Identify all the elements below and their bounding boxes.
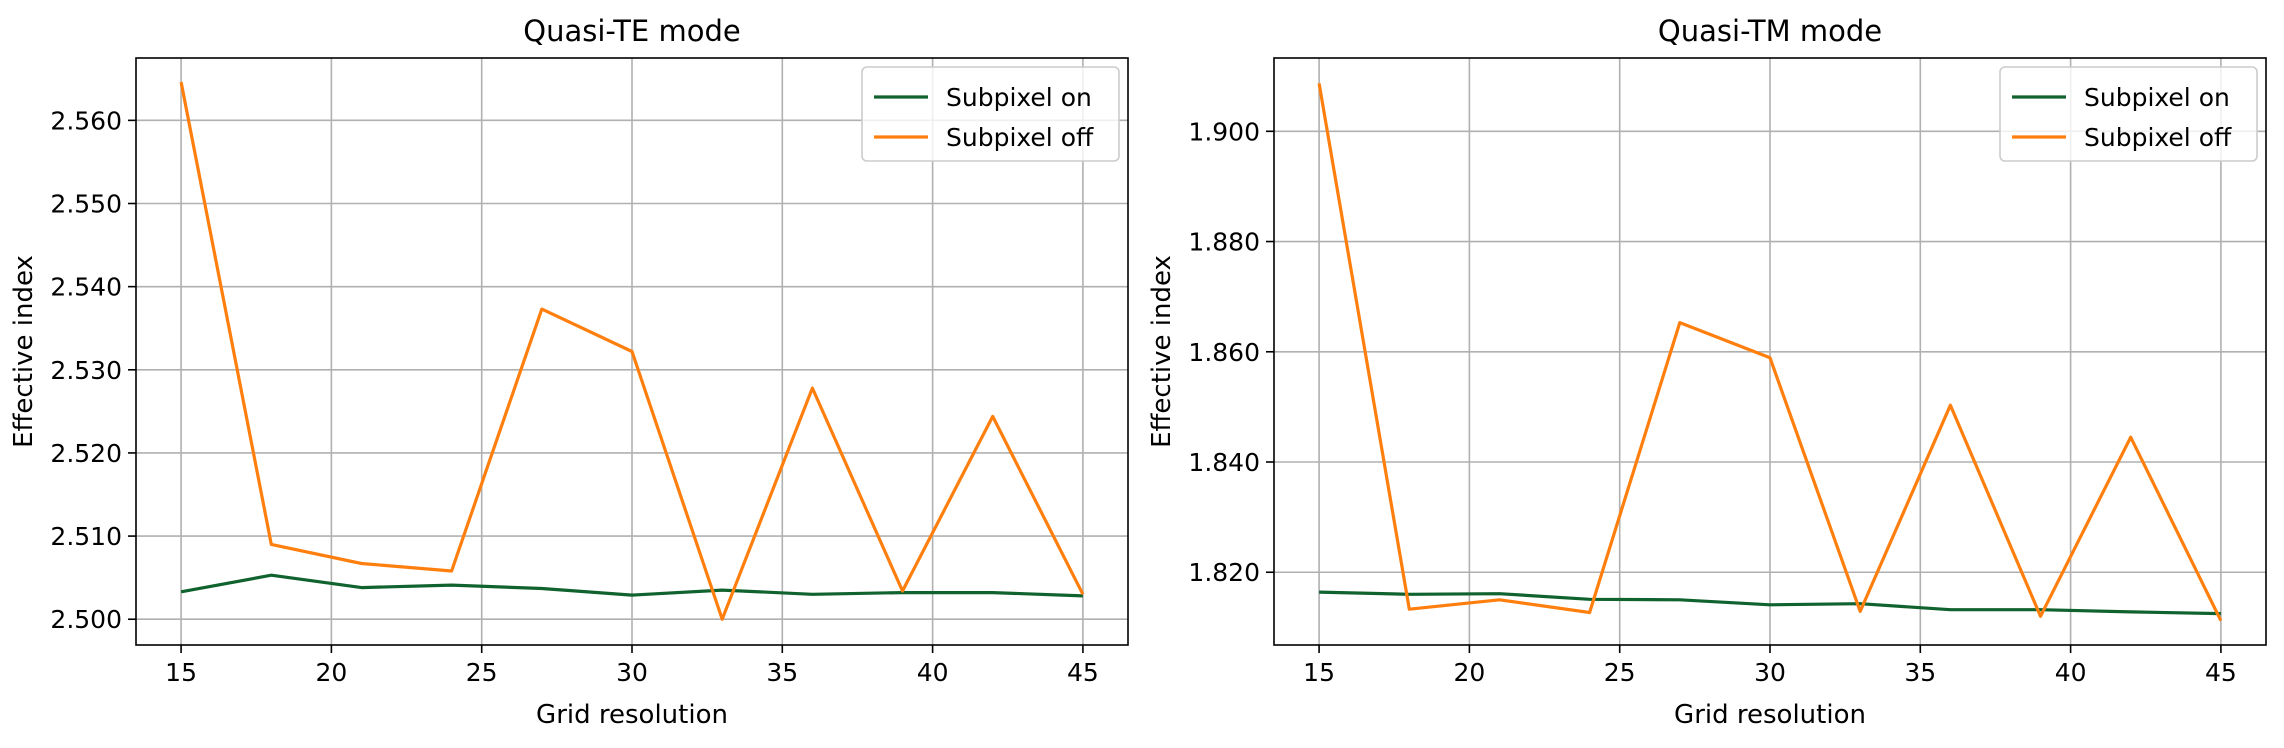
legend-label-2: Subpixel off bbox=[946, 123, 1094, 152]
y-tick-label: 2.550 bbox=[50, 190, 122, 219]
y-tick-label: 2.510 bbox=[50, 522, 122, 551]
x-tick-label: 40 bbox=[917, 658, 949, 687]
y-tick-label: 1.900 bbox=[1188, 117, 1260, 146]
x-tick-label: 30 bbox=[616, 658, 648, 687]
series-line-2 bbox=[1317, 83, 2223, 622]
x-tick-label: 25 bbox=[1604, 658, 1636, 687]
x-tick-label: 20 bbox=[315, 658, 347, 687]
y-tick-label: 2.530 bbox=[50, 356, 122, 385]
series-line-2 bbox=[179, 81, 1085, 621]
chart-title: Quasi-TE mode bbox=[523, 14, 740, 48]
x-tick-label: 15 bbox=[1303, 658, 1335, 687]
x-tick-label: 30 bbox=[1754, 658, 1786, 687]
chart-panel-2: 15 20 25 30 35 40 45 1.820 1.840 1.860 1.880 1.900 Q… bbox=[1147, 14, 2267, 730]
plot-frame bbox=[135, 57, 1129, 646]
series-line-1 bbox=[1319, 590, 2221, 616]
legend: Subpixel on Subpixel off bbox=[1999, 66, 2258, 162]
chart-panel-1: 15 20 25 30 35 40 45 2.500 2.510 2.520 2.530 2.540 2… bbox=[9, 14, 1129, 730]
x-tick-label: 15 bbox=[165, 658, 197, 687]
legend-label-2: Subpixel off bbox=[2084, 123, 2232, 152]
ticks: 15 20 25 30 35 40 45 1.820 1.840 1.860 1.880 1.900 bbox=[1188, 117, 2236, 687]
y-tick-label: 1.840 bbox=[1188, 448, 1260, 477]
y-tick-label: 1.860 bbox=[1188, 338, 1260, 367]
x-tick-label: 35 bbox=[1904, 658, 1936, 687]
chart-title: Quasi-TM mode bbox=[1658, 14, 1882, 48]
x-tick-label: 20 bbox=[1453, 658, 1485, 687]
y-tick-label: 2.500 bbox=[50, 605, 122, 634]
y-tick-label: 1.820 bbox=[1188, 558, 1260, 587]
x-tick-label: 40 bbox=[2055, 658, 2087, 687]
legend-label-1: Subpixel on bbox=[2084, 83, 2230, 112]
y-tick-label: 2.560 bbox=[50, 106, 122, 135]
series-line-1 bbox=[180, 573, 1083, 598]
legend-label-1: Subpixel on bbox=[946, 83, 1092, 112]
y-tick-label: 2.520 bbox=[50, 439, 122, 468]
x-tick-label: 45 bbox=[2205, 658, 2237, 687]
legend: Subpixel on Subpixel off bbox=[861, 66, 1120, 162]
ticks: 15 20 25 30 35 40 45 2.500 2.510 2.520 2.530 2.540 2… bbox=[50, 106, 1098, 687]
y-tick-label: 1.880 bbox=[1188, 228, 1260, 257]
x-axis-label: Grid resolution bbox=[536, 700, 728, 730]
grid bbox=[1274, 58, 2266, 645]
x-tick-label: 45 bbox=[1067, 658, 1099, 687]
y-axis-label: Effective index bbox=[9, 255, 39, 448]
y-tick-label: 2.540 bbox=[50, 273, 122, 302]
x-tick-label: 25 bbox=[466, 658, 498, 687]
x-axis-label: Grid resolution bbox=[1674, 700, 1866, 730]
plot-frame bbox=[1273, 57, 2267, 646]
x-tick-label: 35 bbox=[766, 658, 798, 687]
y-axis-label: Effective index bbox=[1147, 255, 1177, 448]
